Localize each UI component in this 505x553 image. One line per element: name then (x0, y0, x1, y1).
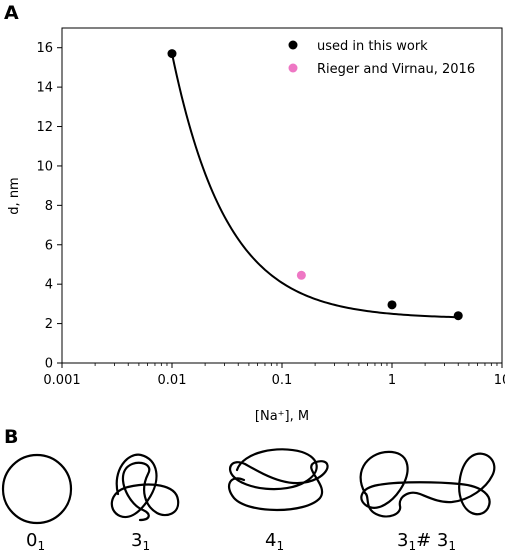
knot-0-1-drawing (1, 453, 73, 525)
panel-b-label: B (4, 426, 18, 448)
knot-label-3-1-sum-3-1: 31# 31 (397, 530, 456, 553)
data-point-rieger-virnau (296, 270, 306, 280)
legend: used in this work Rieger and Virnau, 201… (288, 39, 475, 77)
y-tick-label: 12 (36, 120, 53, 135)
y-tick-label: 10 (36, 159, 53, 174)
x-tick-label: 1 (388, 373, 396, 388)
y-tick-label: 6 (45, 238, 53, 253)
y-axis: 0 2 4 6 8 10 12 14 16 (36, 41, 62, 372)
panel-a-label: A (4, 2, 19, 24)
legend-label-used-in-this-work: used in this work (317, 39, 428, 54)
plot-frame (61, 27, 503, 364)
fit-curve (171, 53, 459, 319)
knot-label-3-1: 31 (131, 530, 150, 553)
legend-label-rieger-and-virnau: Rieger and Virnau, 2016 (317, 62, 475, 77)
data-points (167, 49, 463, 321)
svg-text:31# 31: 31# 31 (397, 530, 456, 553)
y-tick-label: 4 (45, 278, 53, 293)
y-tick-label: 0 (45, 357, 53, 372)
x-tick-label: 0.1 (272, 373, 293, 388)
y-axis-label: d, nm (7, 177, 22, 214)
knot-3-1-drawing (110, 453, 180, 522)
y-tick-label: 8 (45, 199, 53, 214)
x-tick-label: 10 (494, 373, 505, 388)
legend-marker-rieger-and-virnau (288, 63, 298, 73)
y-tick-label: 16 (36, 41, 53, 56)
svg-text:01: 01 (26, 530, 45, 553)
x-axis-label: [Na⁺], M (255, 409, 309, 424)
y-tick-label: 14 (36, 81, 53, 96)
knot-label-0-1: 01 (26, 530, 45, 553)
data-point-this-work (387, 300, 397, 310)
x-tick-label: 0.001 (43, 373, 80, 388)
knot-3-1-sum-3-1-drawing (359, 450, 496, 518)
knot-label-4-1: 41 (265, 530, 284, 553)
svg-text:41: 41 (265, 530, 284, 553)
knot-4-1-drawing (227, 448, 329, 512)
legend-marker-used-in-this-work (288, 40, 298, 50)
x-tick-label: 0.01 (158, 373, 187, 388)
data-point-this-work (167, 49, 177, 59)
x-axis: 0.001 0.01 0.1 1 10 (43, 363, 505, 388)
data-point-this-work (453, 311, 463, 321)
chart-panel-a: 0.001 0.01 0.1 1 10 0 2 4 6 8 10 12 14 16 used in th… (7, 27, 505, 424)
svg-text:31: 31 (131, 530, 150, 553)
y-tick-label: 2 (45, 317, 53, 332)
